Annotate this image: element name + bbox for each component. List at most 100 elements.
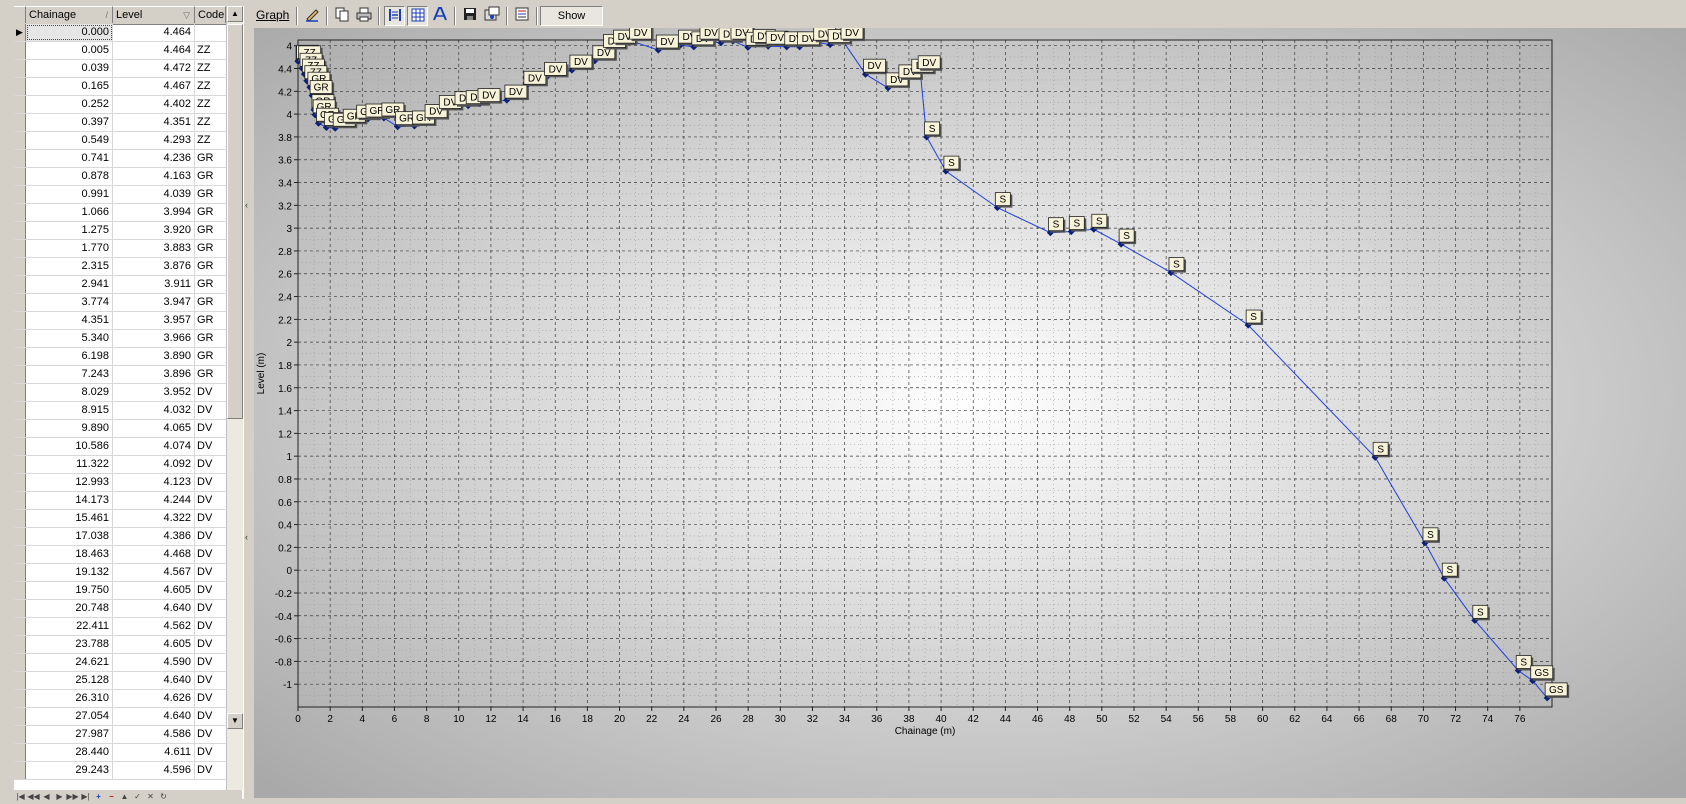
row-indicator[interactable] (14, 366, 26, 383)
row-indicator[interactable] (14, 150, 26, 167)
code-cell[interactable]: ZZ (197, 80, 211, 92)
level-cell[interactable]: 3.883 (113, 240, 195, 257)
level-cell[interactable]: 4.464 (113, 24, 195, 41)
table-row[interactable]: 24.621 4.590 DV (14, 654, 226, 672)
column-header-chainage[interactable]: Chainage / (26, 6, 113, 23)
row-indicator[interactable] (14, 78, 26, 95)
table-row[interactable]: 0.039 4.472 ZZ (14, 60, 226, 78)
row-indicator[interactable] (14, 456, 26, 473)
level-cell[interactable]: 3.890 (113, 348, 195, 365)
code-cell[interactable]: GR (197, 242, 214, 254)
level-cell[interactable]: 4.472 (113, 60, 195, 77)
code-cell[interactable]: DV (197, 548, 213, 560)
chainage-cell[interactable]: 8.915 (26, 402, 113, 419)
chainage-cell[interactable]: 1.275 (26, 222, 113, 239)
code-cell[interactable]: GR (197, 260, 214, 272)
level-cell[interactable]: 4.092 (113, 456, 195, 473)
table-row[interactable]: 8.915 4.032 DV (14, 402, 226, 420)
panel-splitter[interactable]: ‹ ‹ (244, 0, 252, 798)
row-indicator[interactable] (14, 204, 26, 221)
code-cell[interactable]: GR (197, 296, 214, 308)
row-indicator[interactable] (14, 600, 26, 617)
level-cell[interactable]: 4.611 (113, 744, 195, 761)
code-cell[interactable]: DV (197, 692, 213, 704)
level-cell[interactable]: 4.586 (113, 726, 195, 743)
code-cell[interactable]: GR (197, 332, 214, 344)
code-cell[interactable]: DV (197, 584, 213, 596)
row-indicator[interactable] (14, 420, 26, 437)
collapse-left-icon[interactable]: ‹ (245, 200, 248, 210)
prior-page-icon[interactable]: ◀◀ (27, 792, 40, 801)
cancel-icon[interactable]: ✕ (147, 792, 154, 801)
code-cell[interactable]: ZZ (197, 44, 211, 56)
chainage-cell[interactable]: 27.987 (26, 726, 113, 743)
row-indicator[interactable] (14, 438, 26, 455)
level-cell[interactable]: 4.562 (113, 618, 195, 635)
level-cell[interactable]: 4.236 (113, 150, 195, 167)
code-cell[interactable]: DV (197, 764, 213, 776)
code-cell[interactable]: DV (197, 620, 213, 632)
edit-point-button[interactable] (302, 6, 322, 26)
table-row[interactable]: 0.741 4.236 GR (14, 150, 226, 168)
chainage-cell[interactable]: 1.066 (26, 204, 113, 221)
table-row[interactable]: 4.351 3.957 GR (14, 312, 226, 330)
row-indicator[interactable] (14, 132, 26, 149)
font-button[interactable] (430, 6, 450, 26)
table-row[interactable]: 28.440 4.611 DV (14, 744, 226, 762)
level-cell[interactable]: 4.322 (113, 510, 195, 527)
row-indicator[interactable] (14, 42, 26, 59)
code-cell[interactable]: DV (197, 602, 213, 614)
chainage-cell[interactable]: 6.198 (26, 348, 113, 365)
table-row[interactable]: 2.941 3.911 GR (14, 276, 226, 294)
post-icon[interactable]: ✓ (134, 792, 141, 801)
table-row[interactable]: ▶ 0.000 4.464 (14, 24, 226, 42)
row-indicator[interactable] (14, 240, 26, 257)
table-vertical-scrollbar[interactable]: ▲ ▼ (226, 6, 243, 790)
level-cell[interactable]: 3.994 (113, 204, 195, 221)
table-row[interactable]: 1.275 3.920 GR (14, 222, 226, 240)
code-cell[interactable]: GR (197, 170, 214, 182)
code-cell[interactable]: DV (197, 638, 213, 650)
table-row[interactable]: 5.340 3.966 GR (14, 330, 226, 348)
level-cell[interactable]: 4.467 (113, 78, 195, 95)
table-row[interactable]: 18.463 4.468 DV (14, 546, 226, 564)
level-cell[interactable]: 3.957 (113, 312, 195, 329)
row-indicator[interactable] (14, 276, 26, 293)
code-cell[interactable] (195, 24, 226, 41)
row-indicator[interactable] (14, 510, 26, 527)
level-cell[interactable]: 4.065 (113, 420, 195, 437)
table-row[interactable]: 12.993 4.123 DV (14, 474, 226, 492)
row-indicator[interactable] (14, 762, 26, 779)
code-cell[interactable]: ZZ (197, 116, 211, 128)
table-row[interactable]: 29.243 4.596 DV (14, 762, 226, 780)
table-row[interactable]: 10.586 4.074 DV (14, 438, 226, 456)
chainage-cell[interactable]: 17.038 (26, 528, 113, 545)
code-cell[interactable]: DV (197, 710, 213, 722)
table-row[interactable]: 27.054 4.640 DV (14, 708, 226, 726)
fit-view-button[interactable] (384, 6, 405, 26)
code-cell[interactable]: GR (197, 278, 214, 290)
code-cell[interactable]: DV (197, 746, 213, 758)
code-cell[interactable]: DV (197, 476, 213, 488)
table-row[interactable]: 14.173 4.244 DV (14, 492, 226, 510)
chainage-cell[interactable]: 0.741 (26, 150, 113, 167)
chainage-cell[interactable]: 15.461 (26, 510, 113, 527)
chainage-cell[interactable]: 0.991 (26, 186, 113, 203)
chainage-cell[interactable]: 2.941 (26, 276, 113, 293)
row-indicator[interactable] (14, 474, 26, 491)
code-cell[interactable]: GR (197, 350, 214, 362)
chainage-cell[interactable]: 20.748 (26, 600, 113, 617)
level-cell[interactable]: 4.468 (113, 546, 195, 563)
code-cell[interactable]: DV (197, 566, 213, 578)
chainage-cell[interactable]: 8.029 (26, 384, 113, 401)
next-icon[interactable]: ▶ (56, 792, 63, 801)
chainage-cell[interactable]: 19.132 (26, 564, 113, 581)
table-row[interactable]: 0.397 4.351 ZZ (14, 114, 226, 132)
insert-icon[interactable]: + (96, 792, 101, 801)
row-indicator[interactable] (14, 726, 26, 743)
level-cell[interactable]: 4.605 (113, 582, 195, 599)
chainage-cell[interactable]: 10.586 (26, 438, 113, 455)
table-row[interactable]: 26.310 4.626 DV (14, 690, 226, 708)
chainage-cell[interactable]: 29.243 (26, 762, 113, 779)
graph-menu-button[interactable]: Graph ▼ (254, 6, 294, 41)
